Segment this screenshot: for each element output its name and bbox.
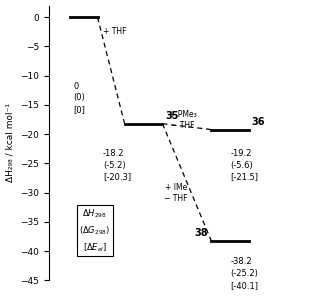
Y-axis label: ΔH₂₉₈ / kcal mol⁻¹: ΔH₂₉₈ / kcal mol⁻¹ — [6, 103, 15, 182]
Text: 38: 38 — [195, 228, 209, 238]
Text: + THF: + THF — [103, 28, 126, 36]
Text: + PMe₃
− THF: + PMe₃ − THF — [169, 109, 197, 130]
Text: + IMe
− THF: + IMe − THF — [164, 183, 188, 203]
Text: 35: 35 — [165, 111, 179, 121]
Text: -18.2
(-5.2)
[-20.3]: -18.2 (-5.2) [-20.3] — [103, 149, 131, 181]
Text: 0
(0)
[0]: 0 (0) [0] — [73, 82, 85, 114]
Text: $\Delta H_{298}$
($\Delta G_{298}$)
[$\Delta E_{el}$]: $\Delta H_{298}$ ($\Delta G_{298}$) [$\D… — [79, 208, 110, 254]
Text: -19.2
(-5.6)
[-21.5]: -19.2 (-5.6) [-21.5] — [230, 149, 258, 181]
Text: -38.2
(-25.2)
[-40.1]: -38.2 (-25.2) [-40.1] — [230, 257, 258, 290]
Text: 36: 36 — [252, 117, 265, 127]
